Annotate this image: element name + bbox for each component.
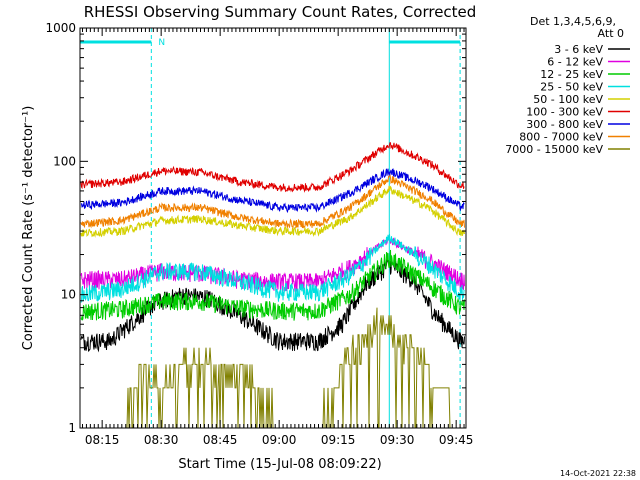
chart-title: RHESSI Observing Summary Count Rates, Co… (84, 3, 477, 21)
footer-date: 14-Oct-2021 22:38 (560, 469, 636, 478)
legend-label: 100 - 300 keV (526, 106, 603, 119)
series-line (80, 185, 465, 238)
legend-label: 7000 - 15000 keV (505, 143, 603, 156)
series-line (80, 249, 465, 321)
x-tick-label: 09:30 (380, 433, 415, 447)
y-tick-label: 100 (53, 154, 76, 168)
y-tick-label: 10 (61, 288, 76, 302)
series-line (80, 173, 465, 230)
x-tick-label: 08:30 (144, 433, 179, 447)
x-tick-label: 08:15 (85, 433, 120, 447)
y-axis: 1 10 100 1000 (45, 21, 466, 435)
legend-header: Det 1,3,4,5,6,9, (530, 15, 616, 28)
legend-label: 6 - 12 keV (547, 56, 603, 69)
legend-label: 50 - 100 keV (533, 93, 603, 106)
plot-frame (79, 27, 467, 429)
legend-header: Att 0 (598, 27, 624, 40)
flag-label: N (158, 38, 165, 48)
series-line (80, 233, 465, 303)
series-line (81, 307, 464, 429)
x-axis: 08:15 08:30 08:45 09:00 09:15 09:30 09:45 (81, 28, 474, 447)
series-line (81, 168, 465, 214)
y-tick-label: 1000 (45, 21, 76, 35)
y-tick-label: 1 (68, 421, 76, 435)
legend-label: 25 - 50 keV (540, 81, 603, 94)
x-tick-label: 09:45 (439, 433, 474, 447)
legend-label: 800 - 7000 keV (519, 131, 603, 144)
y-axis-label: Corrected Count Rate (s⁻¹ detector⁻¹) (21, 106, 36, 351)
series-line (80, 142, 465, 193)
legend-label: 3 - 6 keV (554, 43, 603, 56)
x-tick-label: 08:45 (203, 433, 238, 447)
x-tick-label: 09:00 (262, 433, 297, 447)
plot-area: N (79, 28, 465, 429)
x-axis-label: Start Time (15-Jul-08 08:09:22) (178, 457, 381, 472)
x-tick-label: 09:15 (321, 433, 356, 447)
legend-label: 12 - 25 keV (540, 68, 603, 81)
legend-label: 300 - 800 keV (526, 118, 603, 131)
